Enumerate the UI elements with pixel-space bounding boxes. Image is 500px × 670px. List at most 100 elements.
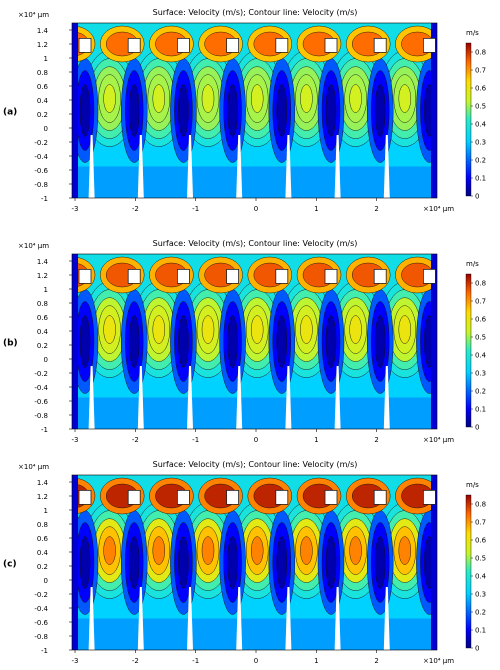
colorbar-tick-label: 0.5	[475, 103, 486, 111]
vortex-contour	[349, 84, 362, 113]
chart-panel: Surface: Velocity (m/s); Contour line: V…	[3, 8, 487, 213]
y-tick-label: 0.4	[37, 328, 49, 336]
low-velocity-contour	[178, 84, 189, 137]
x-tick-label: 2	[374, 205, 378, 213]
outlet-gap	[383, 135, 390, 198]
x-tick-label: -1	[192, 657, 199, 665]
colorbar-tick-label: 0.2	[475, 388, 486, 396]
low-velocity-contour	[178, 536, 189, 589]
colorbar-unit-label: m/s	[466, 29, 479, 37]
vortex-contour	[300, 315, 313, 344]
y-tick-label: 0	[44, 125, 48, 133]
outlet-gap	[334, 135, 341, 198]
low-velocity-contour	[79, 84, 91, 137]
obstacle-block	[373, 268, 387, 284]
low-velocity-contour	[227, 84, 238, 137]
y-tick-label: -1	[41, 426, 48, 434]
outlet-gap	[137, 366, 144, 429]
y-tick-label: -1	[41, 647, 48, 655]
y-tick-label: 0.4	[37, 549, 49, 557]
obstacle-block	[275, 268, 289, 284]
x-tick-label: 1	[314, 657, 318, 665]
x-tick-label: 0	[254, 657, 258, 665]
colorbar-tick-label: 0.6	[475, 537, 487, 545]
x-tick-label: -2	[132, 205, 139, 213]
colorbar-tick-label: 0.5	[475, 555, 486, 563]
velocity-surface	[72, 254, 437, 429]
low-velocity-contour	[276, 84, 288, 137]
obstacle-block	[176, 268, 190, 284]
colorbar-tick-label: 0.6	[475, 85, 487, 93]
y-tick-label: 0.2	[37, 111, 48, 119]
y-tick-label: 1	[44, 286, 48, 294]
colorbar-tick-label: 0	[475, 645, 479, 653]
vortex-contour	[250, 84, 264, 113]
vortex-contour	[103, 536, 116, 565]
obstacle-block	[127, 489, 141, 505]
x-tick-label: 1	[314, 205, 318, 213]
y-tick-label: 0	[44, 577, 48, 585]
y-tick-label: -0.2	[34, 370, 48, 378]
x-tick-label: 2	[374, 657, 378, 665]
outlet-gap	[187, 366, 193, 429]
obstacle-block	[176, 38, 190, 53]
y-tick-label: -0.8	[34, 181, 48, 189]
outlet-gap	[236, 587, 243, 650]
obstacle-block	[324, 489, 338, 505]
vortex-contour	[250, 315, 264, 344]
x-tick-label: -2	[132, 657, 139, 665]
y-tick-label: 1.2	[37, 41, 48, 49]
colorbar-tick-label: 0.7	[475, 67, 486, 75]
outlet-gap	[285, 366, 292, 429]
panel-label: (b)	[3, 339, 18, 349]
x-tick-label: -1	[192, 436, 199, 444]
low-velocity-contour	[325, 536, 337, 589]
plot-frame	[71, 253, 438, 430]
colorbar-tick-label: 0.8	[475, 280, 486, 288]
y-tick-label: -1	[41, 195, 48, 203]
obstacle-block	[422, 268, 436, 284]
x-tick-label: -1	[192, 205, 199, 213]
vortex-contour	[103, 315, 116, 344]
vortex-contour	[201, 315, 215, 344]
colorbar-tick-label: 0.3	[475, 591, 486, 599]
colorbar	[465, 273, 472, 428]
colorbar-tick-label: 0	[475, 424, 479, 432]
y-tick-label: -0.4	[34, 605, 48, 613]
x-tick-label: -3	[72, 436, 79, 444]
y-tick-label: -0.4	[34, 384, 48, 392]
plot-title: Surface: Velocity (m/s); Contour line: V…	[153, 239, 358, 248]
y-tick-label: 0.4	[37, 97, 49, 105]
y-axis-unit-label: ×10⁴ μm	[18, 463, 49, 471]
outlet-gap	[137, 587, 144, 650]
vortex-contour	[398, 536, 412, 565]
plot-frame	[71, 22, 438, 199]
vortex-contour	[300, 536, 313, 565]
colorbar	[465, 42, 472, 197]
colorbar	[465, 494, 472, 649]
y-tick-label: -0.6	[34, 167, 48, 175]
y-tick-label: -0.4	[34, 153, 48, 161]
low-velocity-contour	[128, 84, 140, 137]
obstacle-block	[275, 489, 289, 505]
vortex-contour	[201, 84, 215, 113]
y-tick-label: 0.8	[37, 521, 48, 529]
obstacle-block	[226, 268, 240, 284]
panel-label: (a)	[3, 108, 17, 118]
outlet-gap	[383, 587, 390, 650]
y-tick-label: 1.4	[37, 27, 49, 35]
outlet-gap	[285, 587, 292, 650]
y-tick-label: -0.2	[34, 591, 48, 599]
low-velocity-contour	[79, 536, 91, 589]
y-tick-label: 0	[44, 356, 48, 364]
colorbar-tick-label: 0.8	[475, 49, 486, 57]
panel-label: (c)	[3, 560, 17, 570]
obstacle-block	[422, 489, 436, 505]
obstacle-block	[373, 489, 387, 505]
obstacle-block	[275, 38, 289, 53]
colorbar-tick-label: 0.1	[475, 627, 486, 635]
chart-panel: Surface: Velocity (m/s); Contour line: V…	[3, 460, 487, 665]
vortex-contour	[152, 84, 166, 113]
colorbar-tick-label: 0.2	[475, 157, 486, 165]
